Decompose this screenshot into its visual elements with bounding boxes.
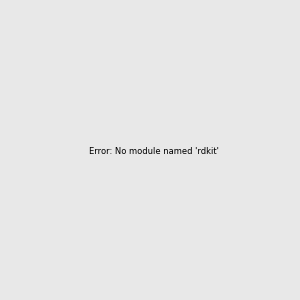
Text: Error: No module named 'rdkit': Error: No module named 'rdkit' [89, 147, 219, 156]
